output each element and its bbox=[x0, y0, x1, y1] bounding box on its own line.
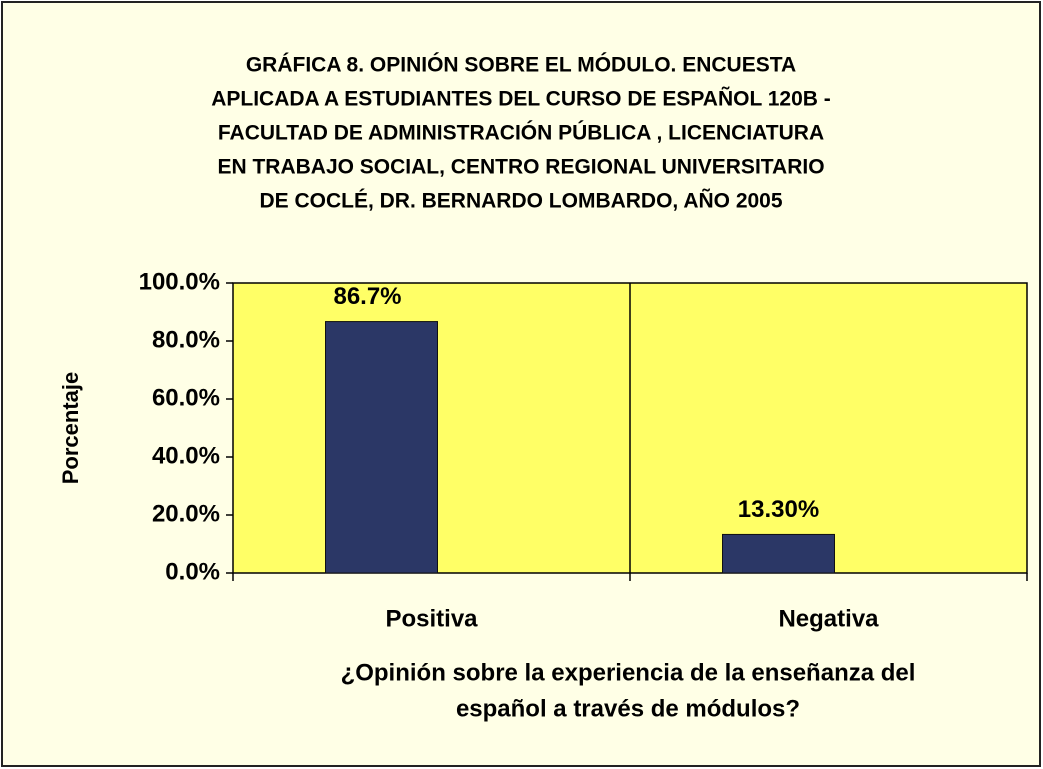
y-tick-label: 100.0% bbox=[139, 268, 220, 295]
y-tick-label: 40.0% bbox=[152, 442, 220, 469]
bar bbox=[325, 321, 438, 574]
chart-title: GRÁFICA 8. OPINIÓN SOBRE EL MÓDULO. ENCU… bbox=[246, 53, 796, 77]
bar bbox=[722, 533, 835, 574]
y-tick-label: 0.0% bbox=[165, 558, 220, 585]
data-label: 86.7% bbox=[333, 283, 401, 310]
x-tick-label: Negativa bbox=[778, 605, 879, 632]
chart-title: APLICADA A ESTUDIANTES DEL CURSO DE ESPA… bbox=[211, 88, 831, 111]
chart-title: FACULTAD DE ADMINISTRACIÓN PÚBLICA , LIC… bbox=[218, 121, 824, 145]
y-tick-label: 80.0% bbox=[152, 326, 220, 353]
x-tick-label: Positiva bbox=[385, 605, 478, 632]
y-tick-label: 20.0% bbox=[152, 500, 220, 527]
data-label: 13.30% bbox=[738, 496, 819, 523]
y-axis-label: Porcentaje bbox=[58, 372, 83, 485]
chart-title: DE COCLÉ, DR. BERNARDO LOMBARDO, AÑO 200… bbox=[259, 190, 782, 213]
x-axis-label: español a través de módulos? bbox=[456, 695, 800, 722]
y-tick-label: 60.0% bbox=[152, 384, 220, 411]
chart-title: EN TRABAJO SOCIAL, CENTRO REGIONAL UNIVE… bbox=[217, 156, 824, 179]
x-axis-label: ¿Opinión sobre la experiencia de la ense… bbox=[341, 659, 916, 686]
